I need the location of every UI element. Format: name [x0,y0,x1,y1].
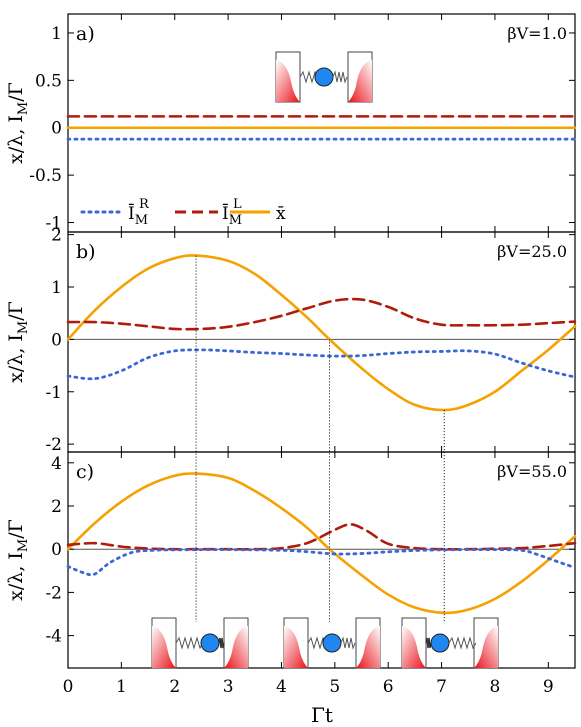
y-tick-label: -0.5 [29,166,62,186]
device-schematic-a [275,51,373,103]
series-x-bar [66,472,577,615]
panel-label: b) [76,241,96,263]
x-tick-label: 2 [169,677,180,697]
series-x-bar [66,254,577,412]
y-tick-label: -2 [45,583,62,603]
series-I-L [66,297,577,331]
x-tick-label: 8 [490,677,501,697]
series-I-L [66,523,577,551]
x-tick-label: 7 [436,677,447,697]
y-tick-label: 0 [51,119,62,139]
y-tick-label: 1 [51,24,62,44]
device-schematic-c1 [151,617,249,669]
y-tick-label: 2 [51,226,62,246]
x-tick-label: 1 [116,677,127,697]
panel-parameter: βV=1.0 [507,24,567,43]
series-I-R [66,348,577,381]
x-tick-label: 0 [63,677,74,697]
y-tick-label: -2 [45,435,62,455]
y-axis-label: x/λ, IM/Γ [5,82,31,164]
panel-label: c) [76,461,94,483]
y-axis-label: x/λ, IM/Γ [5,519,31,601]
x-tick-label: 9 [543,677,554,697]
panel-frame [67,231,576,453]
y-tick-label: 1 [51,278,62,298]
panel-b: -2 -1 0 1 2 b) βV=25.0 x/λ, IM/Γ [5,226,577,455]
time-guide-lines [195,255,445,622]
series-I-R [66,548,577,577]
legend-IR-label: ĪMR [128,197,150,228]
y-tick-label: 0 [51,330,62,350]
device-schematic-c2 [283,617,381,669]
legend-IL-label: ĪML [222,197,242,228]
x-tick-label: 3 [223,677,234,697]
x-axis-label: Γt [311,703,333,727]
panel-c: -4 -2 0 2 4 c) βV=55.0 x/λ, IM/Γ [5,451,577,669]
y-tick-label: -1 [45,383,62,403]
x-tick-label: 5 [329,677,340,697]
device-schematic-c3 [401,617,499,669]
panel-a: -1 -0.5 0 0.5 1 a) βV=1.0 x/λ, IM/Γ [5,13,577,234]
y-tick-label: 2 [51,497,62,517]
panel-frame [67,451,576,669]
legend-x-label: x̄ [276,204,286,224]
y-tick-label: -1 [45,214,62,234]
y-tick-label: 0 [51,540,62,560]
panel-parameter: βV=25.0 [497,242,567,261]
legend: ĪMR ĪML x̄ [80,197,286,228]
y-tick-label: 4 [51,454,62,474]
y-axis-label: x/λ, IM/Γ [5,301,31,383]
y-tick-label: -4 [45,627,62,647]
panel-parameter: βV=55.0 [497,462,567,481]
x-axis-tick-labels: 0 1 2 3 4 5 6 7 8 9 [63,677,554,697]
x-tick-label: 6 [383,677,394,697]
panel-label: a) [76,23,95,45]
y-tick-label: 0.5 [35,71,62,91]
device-schematics [151,51,499,669]
x-tick-label: 4 [276,677,287,697]
